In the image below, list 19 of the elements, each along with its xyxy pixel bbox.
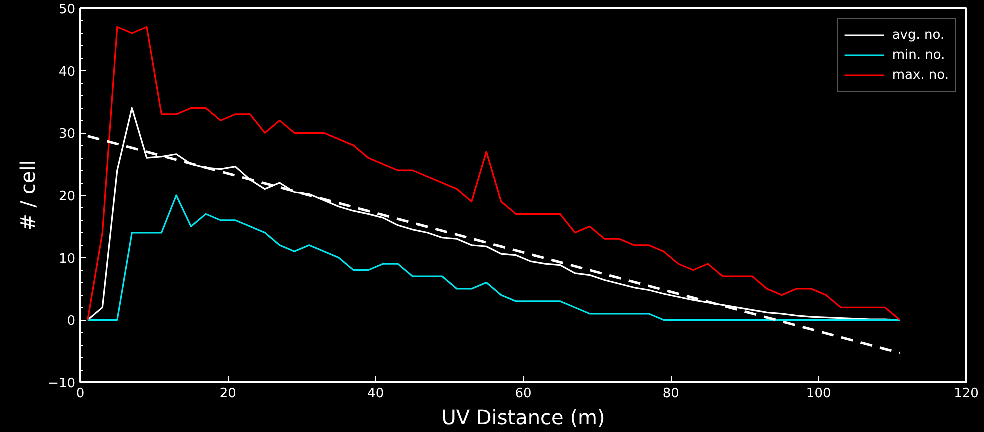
y-tick-label: −10 (48, 376, 76, 392)
y-axis-title: # / cell (16, 160, 40, 231)
y-tick-label: 0 (67, 314, 76, 330)
x-tick-label: 60 (515, 386, 532, 402)
x-tick-label: 40 (368, 386, 384, 402)
legend-label: min. no. (892, 48, 946, 62)
y-tick-label: 40 (58, 64, 76, 80)
y-tick-label: 10 (58, 252, 76, 267)
line-series (87, 194, 901, 321)
y-tick-label: 30 (58, 127, 76, 142)
x-tick-label: 100 (806, 386, 832, 402)
x-axis-title: UV Distance (m) (442, 406, 606, 430)
legend-label: avg. no. (892, 28, 945, 42)
legend-label: max. no. (892, 68, 949, 82)
y-tick-label: 20 (58, 190, 76, 204)
x-tick-label: 120 (954, 386, 979, 402)
x-tick-label: 80 (662, 386, 680, 402)
x-tick-label: 20 (220, 386, 236, 402)
y-tick-label: 50 (58, 2, 76, 18)
